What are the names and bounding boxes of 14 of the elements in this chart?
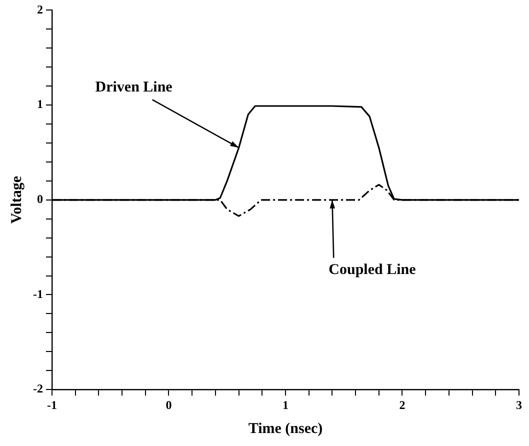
x-tick-label: 1 xyxy=(282,398,288,412)
annotation: Driven Line xyxy=(95,80,173,96)
y-tick-label: 1 xyxy=(36,97,43,112)
annotation: Coupled Line xyxy=(328,262,416,278)
x-tick-label: 2 xyxy=(399,398,406,412)
y-axis-title: Voltage xyxy=(8,176,25,224)
x-tick-label: 0 xyxy=(166,398,172,412)
y-tick-label: 2 xyxy=(36,2,43,16)
x-axis-title: Time (nsec) xyxy=(248,420,323,437)
x-tick-label: 3 xyxy=(516,398,522,412)
x-tick-label: -1 xyxy=(46,398,57,412)
y-tick-label: -2 xyxy=(32,382,43,396)
y-tick-label: -1 xyxy=(32,286,43,301)
y-tick-label: 0 xyxy=(36,192,43,206)
